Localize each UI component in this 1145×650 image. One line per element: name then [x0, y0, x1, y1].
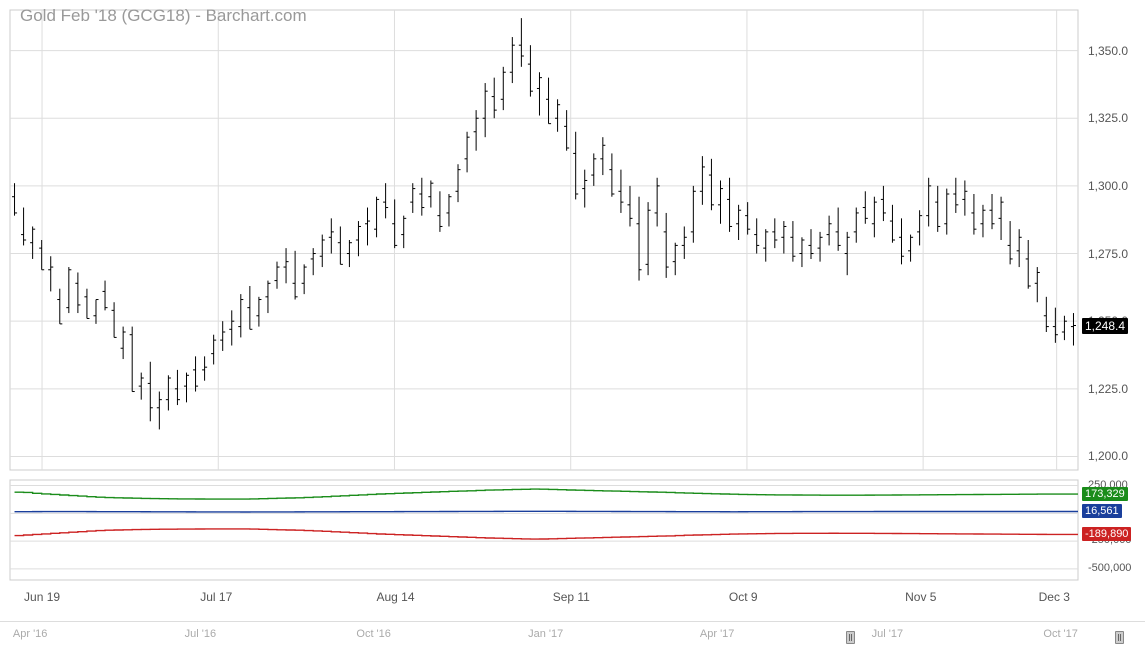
timeline-tick-label: Jan '17: [528, 628, 563, 640]
timeline-tick-label: Jul '17: [872, 628, 903, 640]
time-tick-label: Jun 19: [24, 590, 60, 604]
chart-container: Gold Feb '18 (GCG18) - Barchart.com 1,24…: [0, 0, 1145, 650]
timeline-tick-label: Apr '17: [700, 628, 735, 640]
price-tick-label: 1,325.0: [1088, 111, 1128, 125]
time-tick-label: Sep 11: [553, 590, 590, 604]
indicator-tick-label: -500,000: [1088, 562, 1131, 574]
price-tick-label: 1,225.0: [1088, 382, 1128, 396]
price-tick-label: 1,350.0: [1088, 44, 1128, 58]
timeline-scrubber[interactable]: Apr '16 Jul '16 Oct '16 Jan '17 Apr '17 Jul '…: [0, 621, 1145, 650]
timeline-tick-label: Oct '16: [356, 628, 391, 640]
timeline-handle-left[interactable]: [846, 631, 855, 644]
time-tick-label: Jul 17: [200, 590, 232, 604]
time-tick-label: Aug 14: [376, 590, 414, 604]
price-chart-svg[interactable]: [0, 0, 1145, 620]
time-tick-label: Oct 9: [729, 590, 758, 604]
price-tick-label: 1,200.0: [1088, 449, 1128, 463]
timeline-handle-right[interactable]: [1115, 631, 1124, 644]
timeline-tick-label: Apr '16: [13, 628, 48, 640]
time-tick-label: Nov 5: [905, 590, 936, 604]
timeline-tick-label: Jul '16: [185, 628, 216, 640]
last-price-badge: 1,248.4: [1082, 318, 1128, 334]
indicator-value-badge: 16,561: [1082, 504, 1122, 518]
timeline-tick-label: Oct '17: [1043, 628, 1078, 640]
chart-title: Gold Feb '18 (GCG18) - Barchart.com: [20, 6, 307, 26]
price-tick-label: 1,300.0: [1088, 179, 1128, 193]
indicator-value-badge: 173,329: [1082, 487, 1128, 501]
indicator-value-badge: -189,890: [1082, 527, 1131, 541]
price-tick-label: 1,275.0: [1088, 247, 1128, 261]
time-tick-label: Dec 3: [1039, 590, 1070, 604]
